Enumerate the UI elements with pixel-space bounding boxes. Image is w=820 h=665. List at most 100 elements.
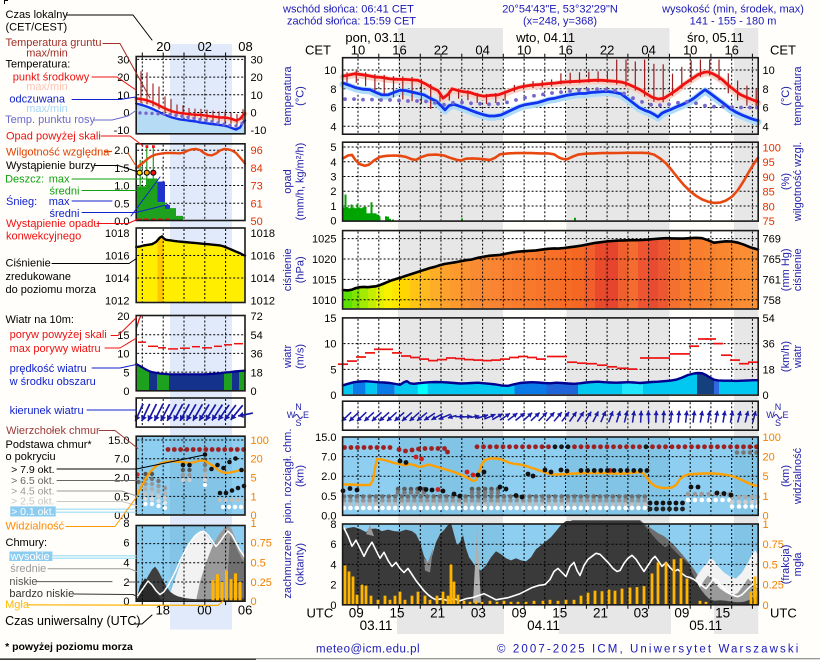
svg-text:max: max [49, 196, 70, 208]
svg-text:10: 10 [117, 349, 129, 361]
svg-text:84: 84 [251, 163, 263, 175]
svg-text:0: 0 [763, 600, 769, 612]
svg-text:02: 02 [198, 39, 212, 54]
svg-text:1012: 1012 [105, 296, 129, 308]
svg-text:-10: -10 [114, 125, 130, 137]
svg-text:1018: 1018 [105, 228, 129, 240]
svg-text:UTC: UTC [307, 605, 334, 620]
svg-text:0.5: 0.5 [251, 557, 266, 569]
svg-text:5: 5 [330, 364, 336, 376]
svg-text:0.5: 0.5 [114, 198, 129, 210]
svg-text:> 0.1 okt.: > 0.1 okt. [11, 506, 55, 518]
svg-text:1014: 1014 [105, 273, 129, 285]
svg-text:1: 1 [763, 519, 769, 531]
svg-text:Wilgotność względna: Wilgotność względna [6, 146, 110, 158]
svg-text:1018: 1018 [251, 228, 275, 240]
svg-text:6: 6 [763, 103, 769, 115]
svg-text:0.5: 0.5 [763, 559, 778, 571]
svg-text:poryw powyżej skali: poryw powyżej skali [10, 329, 107, 341]
svg-text:wilgotność wzgl.: wilgotność wzgl. [792, 142, 804, 222]
svg-text:10: 10 [324, 65, 336, 77]
svg-text:Ciśnienie: Ciśnienie [6, 257, 51, 269]
svg-text:konwekcyjnego: konwekcyjnego [6, 231, 81, 243]
svg-text:Chmury:: Chmury: [6, 537, 48, 549]
svg-text:761: 761 [763, 274, 781, 286]
svg-text:(km/h): (km/h) [780, 341, 792, 372]
svg-text:kierunek wiatru: kierunek wiatru [10, 405, 84, 417]
svg-text:1: 1 [251, 518, 257, 530]
svg-text:1020: 1020 [312, 254, 336, 266]
svg-text:6: 6 [123, 538, 129, 550]
svg-text:0: 0 [123, 596, 129, 608]
svg-text:(mm Hg): (mm Hg) [780, 248, 792, 291]
svg-text:21: 21 [430, 606, 445, 621]
svg-text:max/min: max/min [26, 81, 68, 93]
svg-text:04.11: 04.11 [527, 618, 560, 633]
svg-text:ciśnienie: ciśnienie [792, 248, 804, 291]
svg-text:ciśnienie: ciśnienie [282, 248, 294, 291]
svg-text:4: 4 [330, 559, 336, 571]
svg-text:w środku obszaru: w środku obszaru [9, 376, 96, 388]
svg-text:20: 20 [251, 454, 263, 466]
svg-text:5: 5 [763, 471, 769, 483]
svg-text:15: 15 [117, 330, 129, 342]
svg-text:o pokryciu: o pokryciu [6, 451, 56, 463]
svg-text:(CET/CEST): (CET/CEST) [6, 22, 68, 34]
svg-text:Wierzchołek chmur: Wierzchołek chmur [6, 425, 100, 437]
svg-text:8: 8 [330, 84, 336, 96]
svg-text:2.0: 2.0 [114, 473, 129, 485]
svg-text:54: 54 [251, 330, 263, 342]
svg-text:Mgła: Mgła [5, 599, 30, 611]
svg-text:4: 4 [330, 157, 336, 169]
svg-text:1014: 1014 [251, 273, 275, 285]
svg-text:18: 18 [763, 364, 775, 376]
svg-text:W: W [766, 410, 775, 420]
svg-text:15: 15 [324, 313, 336, 325]
svg-text:4: 4 [763, 121, 769, 133]
svg-text:4: 4 [123, 557, 129, 569]
svg-text:141 - 155 - 180 m: 141 - 155 - 180 m [690, 16, 777, 28]
svg-text:30: 30 [251, 54, 263, 66]
svg-text:96: 96 [251, 145, 263, 157]
svg-text:1010: 1010 [312, 295, 336, 307]
svg-text:(oktanty): (oktanty) [295, 543, 307, 586]
svg-text:E: E [782, 410, 788, 420]
svg-text:15.0: 15.0 [315, 432, 336, 444]
svg-text:Wiatr na 10m:: Wiatr na 10m: [6, 314, 74, 326]
svg-text:prędkość wiatru: prędkość wiatru [10, 363, 87, 375]
svg-text:(km): (km) [295, 465, 307, 487]
svg-text:6: 6 [330, 539, 336, 551]
svg-text:UTC: UTC [770, 605, 797, 620]
svg-text:(%): (%) [780, 173, 792, 190]
svg-text:1: 1 [763, 491, 769, 503]
svg-text:temperatura: temperatura [792, 65, 804, 125]
svg-text:10: 10 [251, 90, 263, 102]
svg-text:7.0: 7.0 [114, 454, 129, 466]
svg-text:15.0: 15.0 [108, 435, 129, 447]
svg-text:zachód słońca: 15:59 CET: zachód słońca: 15:59 CET [287, 16, 416, 28]
svg-text:61: 61 [251, 198, 263, 210]
svg-text:wiatr: wiatr [282, 345, 294, 370]
svg-text:1: 1 [330, 201, 336, 213]
svg-text:08: 08 [238, 39, 252, 54]
svg-text:do poziomu morza: do poziomu morza [6, 284, 97, 296]
svg-text:(x=248, y=368): (x=248, y=368) [523, 16, 597, 28]
svg-text:CET: CET [770, 43, 796, 58]
svg-text:54: 54 [763, 313, 775, 325]
svg-text:0.0: 0.0 [114, 216, 129, 228]
svg-text:7.0: 7.0 [321, 452, 336, 464]
svg-text:(°C): (°C) [295, 86, 307, 106]
svg-text:E: E [303, 410, 309, 420]
svg-text:0: 0 [251, 596, 257, 608]
svg-text:73: 73 [251, 181, 263, 193]
svg-text:36: 36 [251, 349, 263, 361]
svg-text:bardzo niskie: bardzo niskie [9, 588, 74, 600]
svg-text:(°C): (°C) [780, 86, 792, 106]
svg-text:36: 36 [763, 339, 775, 351]
svg-text:0: 0 [123, 386, 129, 398]
svg-text:Czas uniwersalny (UTC): Czas uniwersalny (UTC) [5, 614, 140, 628]
svg-text:0: 0 [123, 108, 129, 120]
svg-text:2.0: 2.0 [321, 471, 336, 483]
svg-text:50: 50 [251, 216, 263, 228]
svg-text:wysokie: wysokie [10, 551, 50, 563]
